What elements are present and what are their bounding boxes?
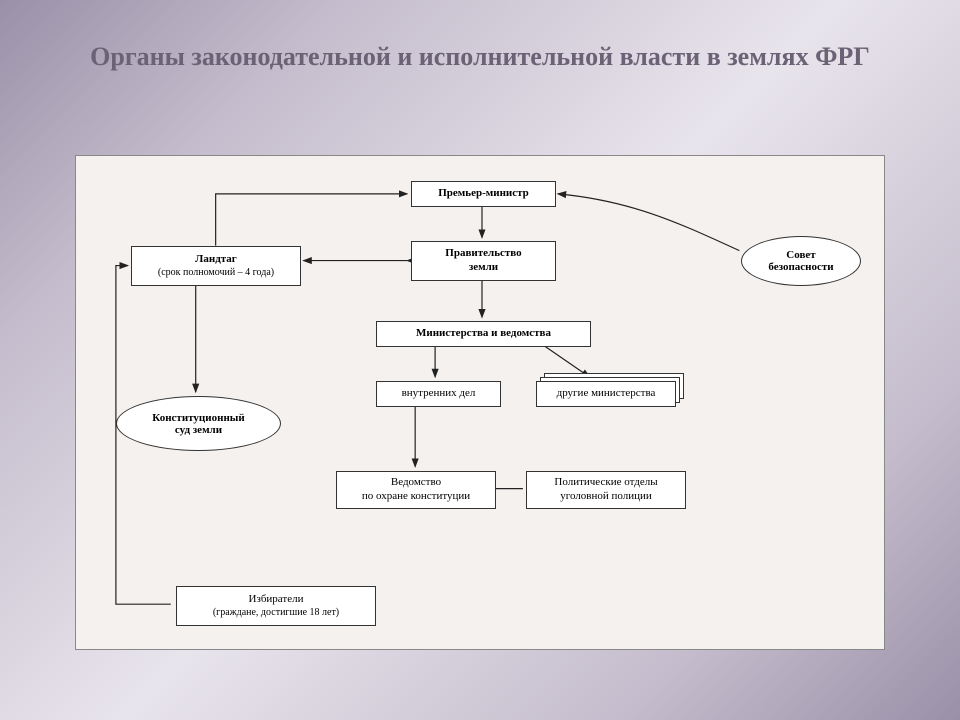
voters-sub: (граждане, достигшие 18 лет)	[213, 607, 339, 620]
ministries-label: Министерства и ведомства	[416, 327, 551, 341]
diagram-canvas: Премьер-министр Ландтаг (срок полномочий…	[75, 155, 885, 650]
node-constitutional-court: Конституционный суд земли	[116, 396, 281, 451]
node-ministries: Министерства и ведомства	[376, 321, 591, 347]
council-sub: безопасности	[768, 261, 833, 273]
node-constitution-protection: Ведомство по охране конституции	[336, 471, 496, 509]
council-label: Совет	[786, 249, 815, 261]
constitution-label: Ведомство	[391, 476, 441, 490]
court-sub: суд земли	[175, 424, 222, 436]
node-landtag: Ландтаг (срок полномочий – 4 года)	[131, 246, 301, 286]
government-sub: земли	[469, 261, 498, 275]
node-premier: Премьер-министр	[411, 181, 556, 207]
node-government: Правительство земли	[411, 241, 556, 281]
node-internal-affairs: внутренних дел	[376, 381, 501, 407]
node-other-ministries: другие министерства	[536, 381, 676, 407]
page-title: Органы законодательной и исполнительной …	[0, 0, 960, 94]
node-police: Политические отделы уголовной полиции	[526, 471, 686, 509]
voters-label: Избиратели	[249, 593, 304, 607]
internal-label: внутренних дел	[402, 387, 476, 401]
constitution-sub: по охране конституции	[362, 490, 470, 504]
government-label: Правительство	[445, 247, 521, 261]
other-label: другие министерства	[557, 387, 656, 401]
node-voters: Избиратели (граждане, достигшие 18 лет)	[176, 586, 376, 626]
court-label: Конституционный	[152, 412, 244, 424]
node-security-council: Совет безопасности	[741, 236, 861, 286]
police-sub: уголовной полиции	[560, 490, 652, 504]
landtag-sub: (срок полномочий – 4 года)	[158, 267, 274, 280]
premier-label: Премьер-министр	[438, 187, 529, 201]
landtag-label: Ландтаг	[195, 253, 237, 267]
police-label: Политические отделы	[554, 476, 657, 490]
